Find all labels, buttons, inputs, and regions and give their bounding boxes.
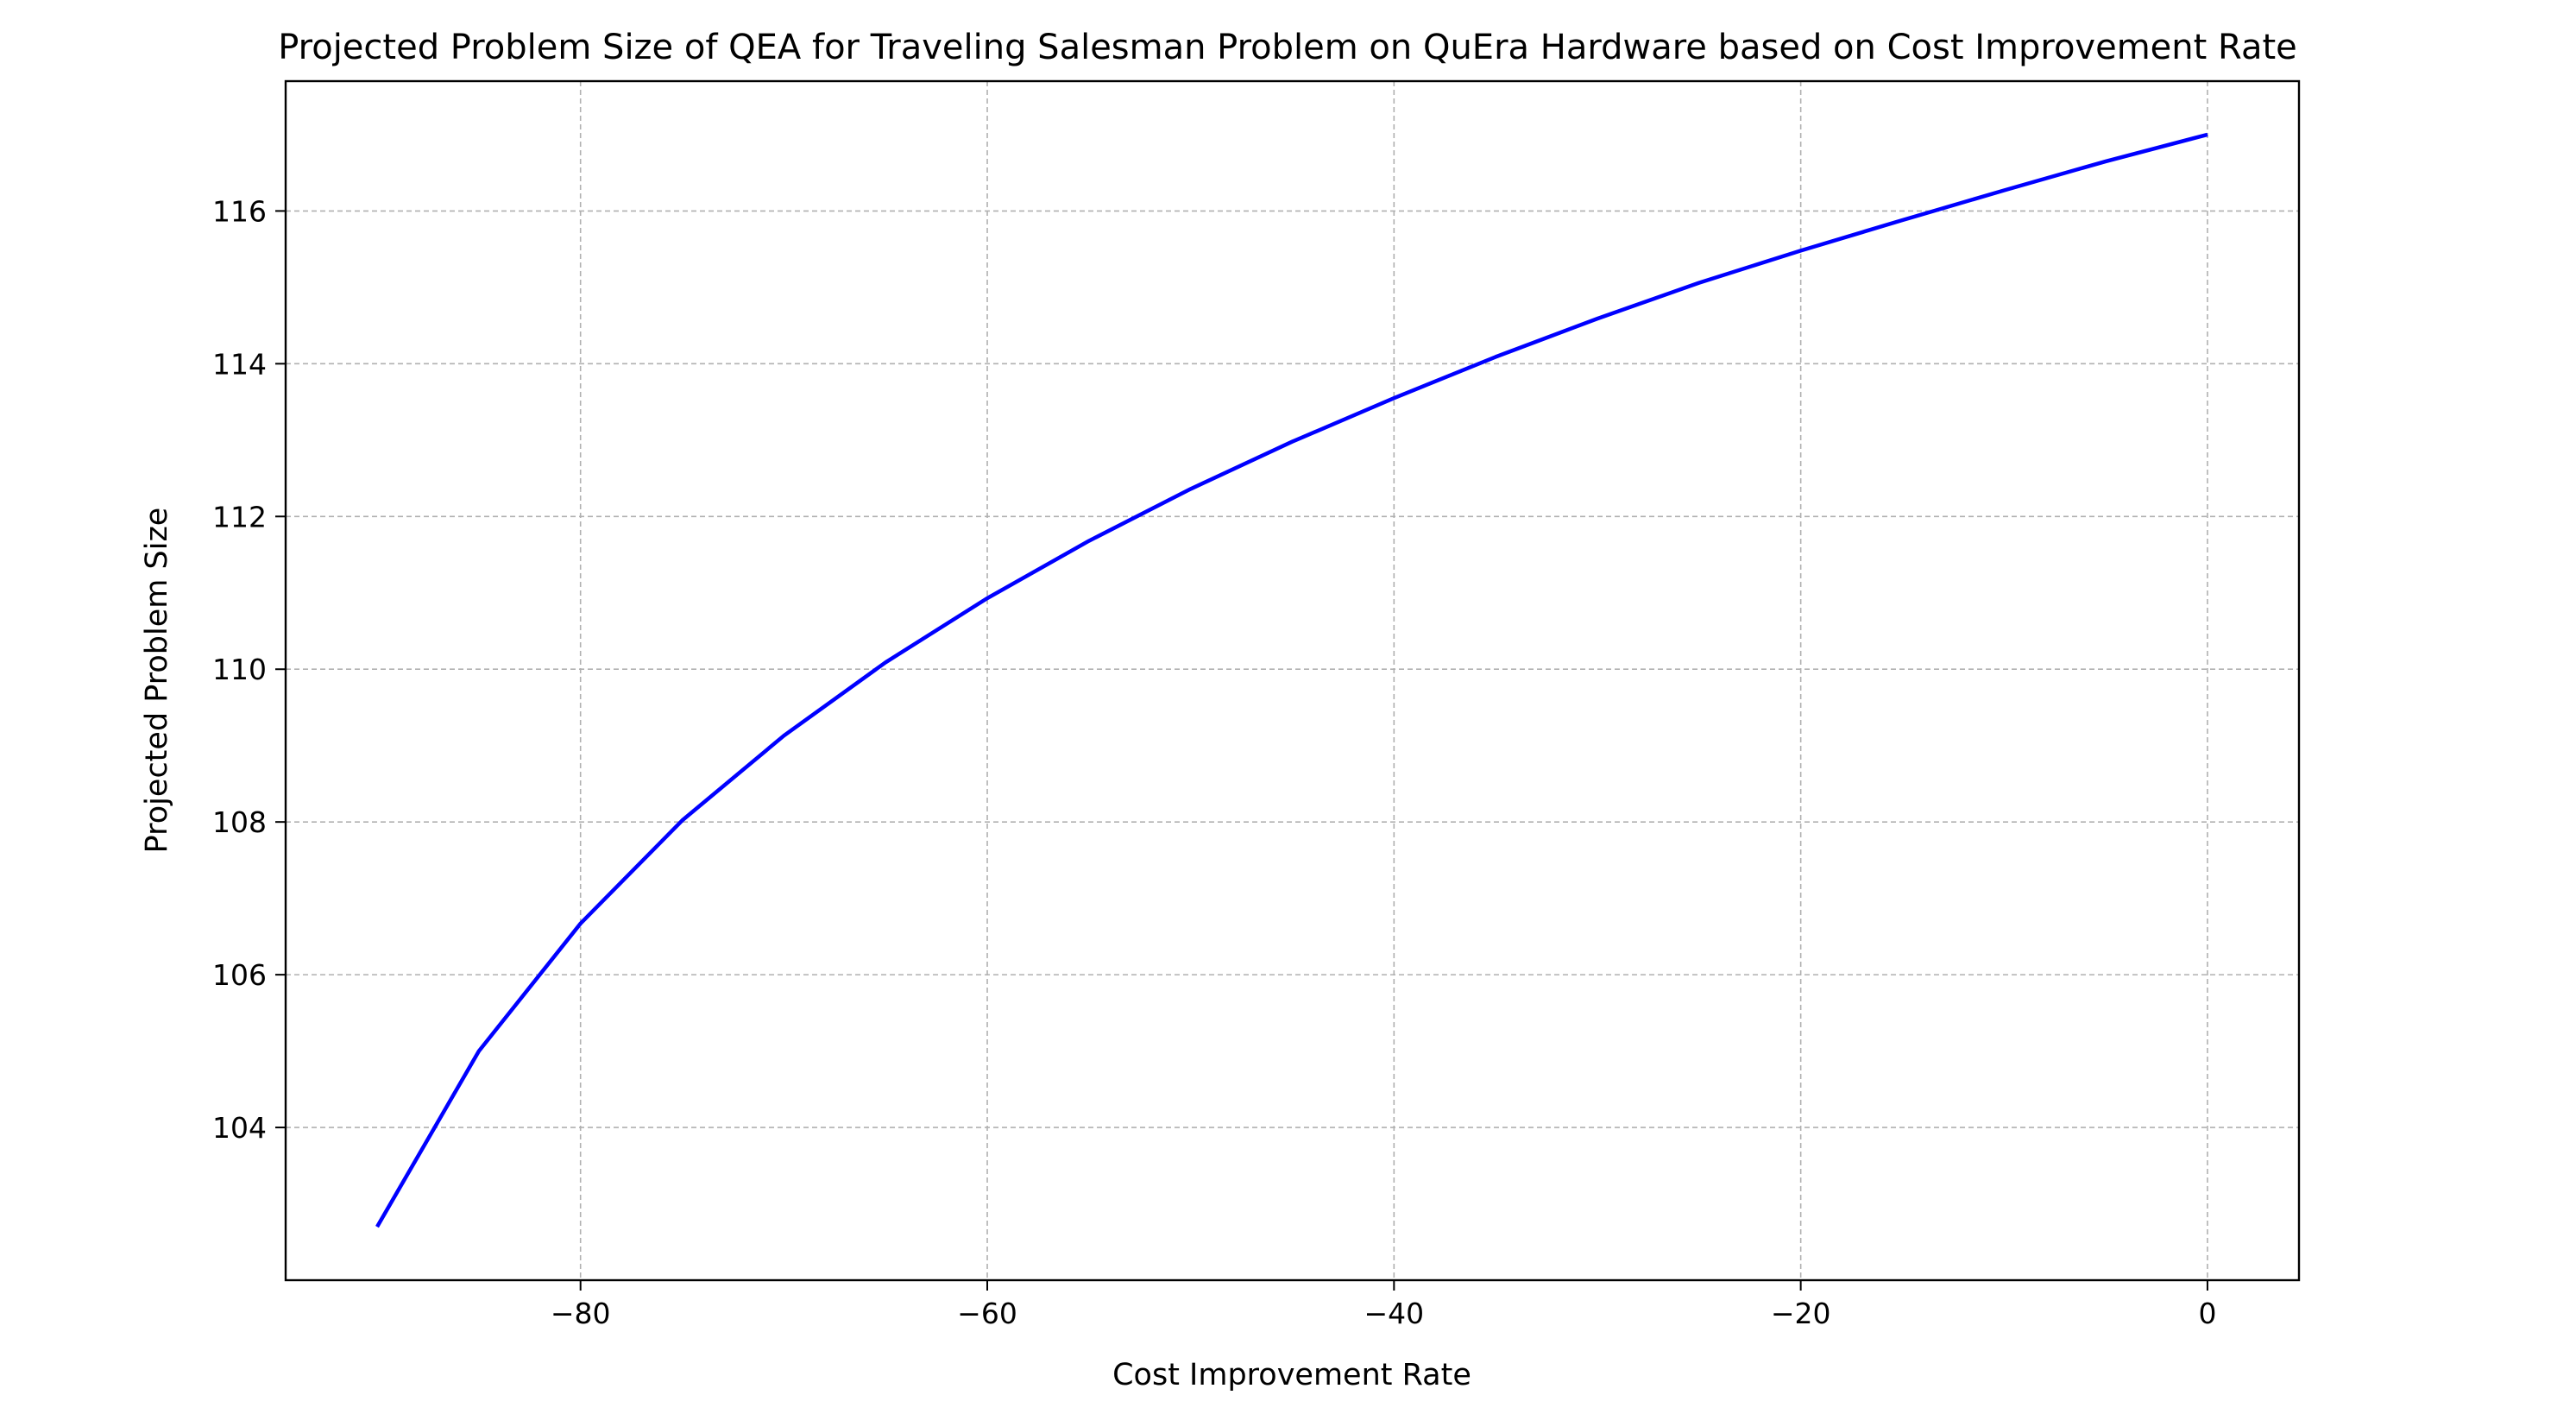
x-tick-label: 0 xyxy=(2198,1297,2216,1330)
y-axis-ticks: 104 106 108 110 112 114 116 xyxy=(212,194,286,1145)
x-tick-label: −80 xyxy=(551,1297,611,1330)
y-axis-label: Projected Problem Size xyxy=(140,508,174,854)
series-line xyxy=(375,132,2208,1228)
y-tick-label: 112 xyxy=(212,500,267,533)
y-tick-label: 116 xyxy=(212,194,267,228)
x-tick-label: −20 xyxy=(1771,1297,1831,1330)
y-tick-label: 108 xyxy=(212,805,267,839)
x-tick-label: −60 xyxy=(957,1297,1017,1330)
y-tick-label: 106 xyxy=(212,958,267,992)
plot-area-frame xyxy=(284,79,2301,1282)
x-tick-label: −40 xyxy=(1364,1297,1425,1330)
chart-title: Projected Problem Size of QEA for Travel… xyxy=(278,28,2297,67)
x-axis-label: Cost Improvement Rate xyxy=(1112,1358,1471,1392)
plot-series xyxy=(375,132,2208,1228)
x-axis-ticks: −80 −60 −40 −20 0 xyxy=(551,1280,2216,1330)
y-tick-label: 110 xyxy=(212,653,267,686)
y-tick-label: 104 xyxy=(212,1111,267,1145)
gridlines xyxy=(286,81,2299,1280)
y-tick-label: 114 xyxy=(212,347,267,381)
